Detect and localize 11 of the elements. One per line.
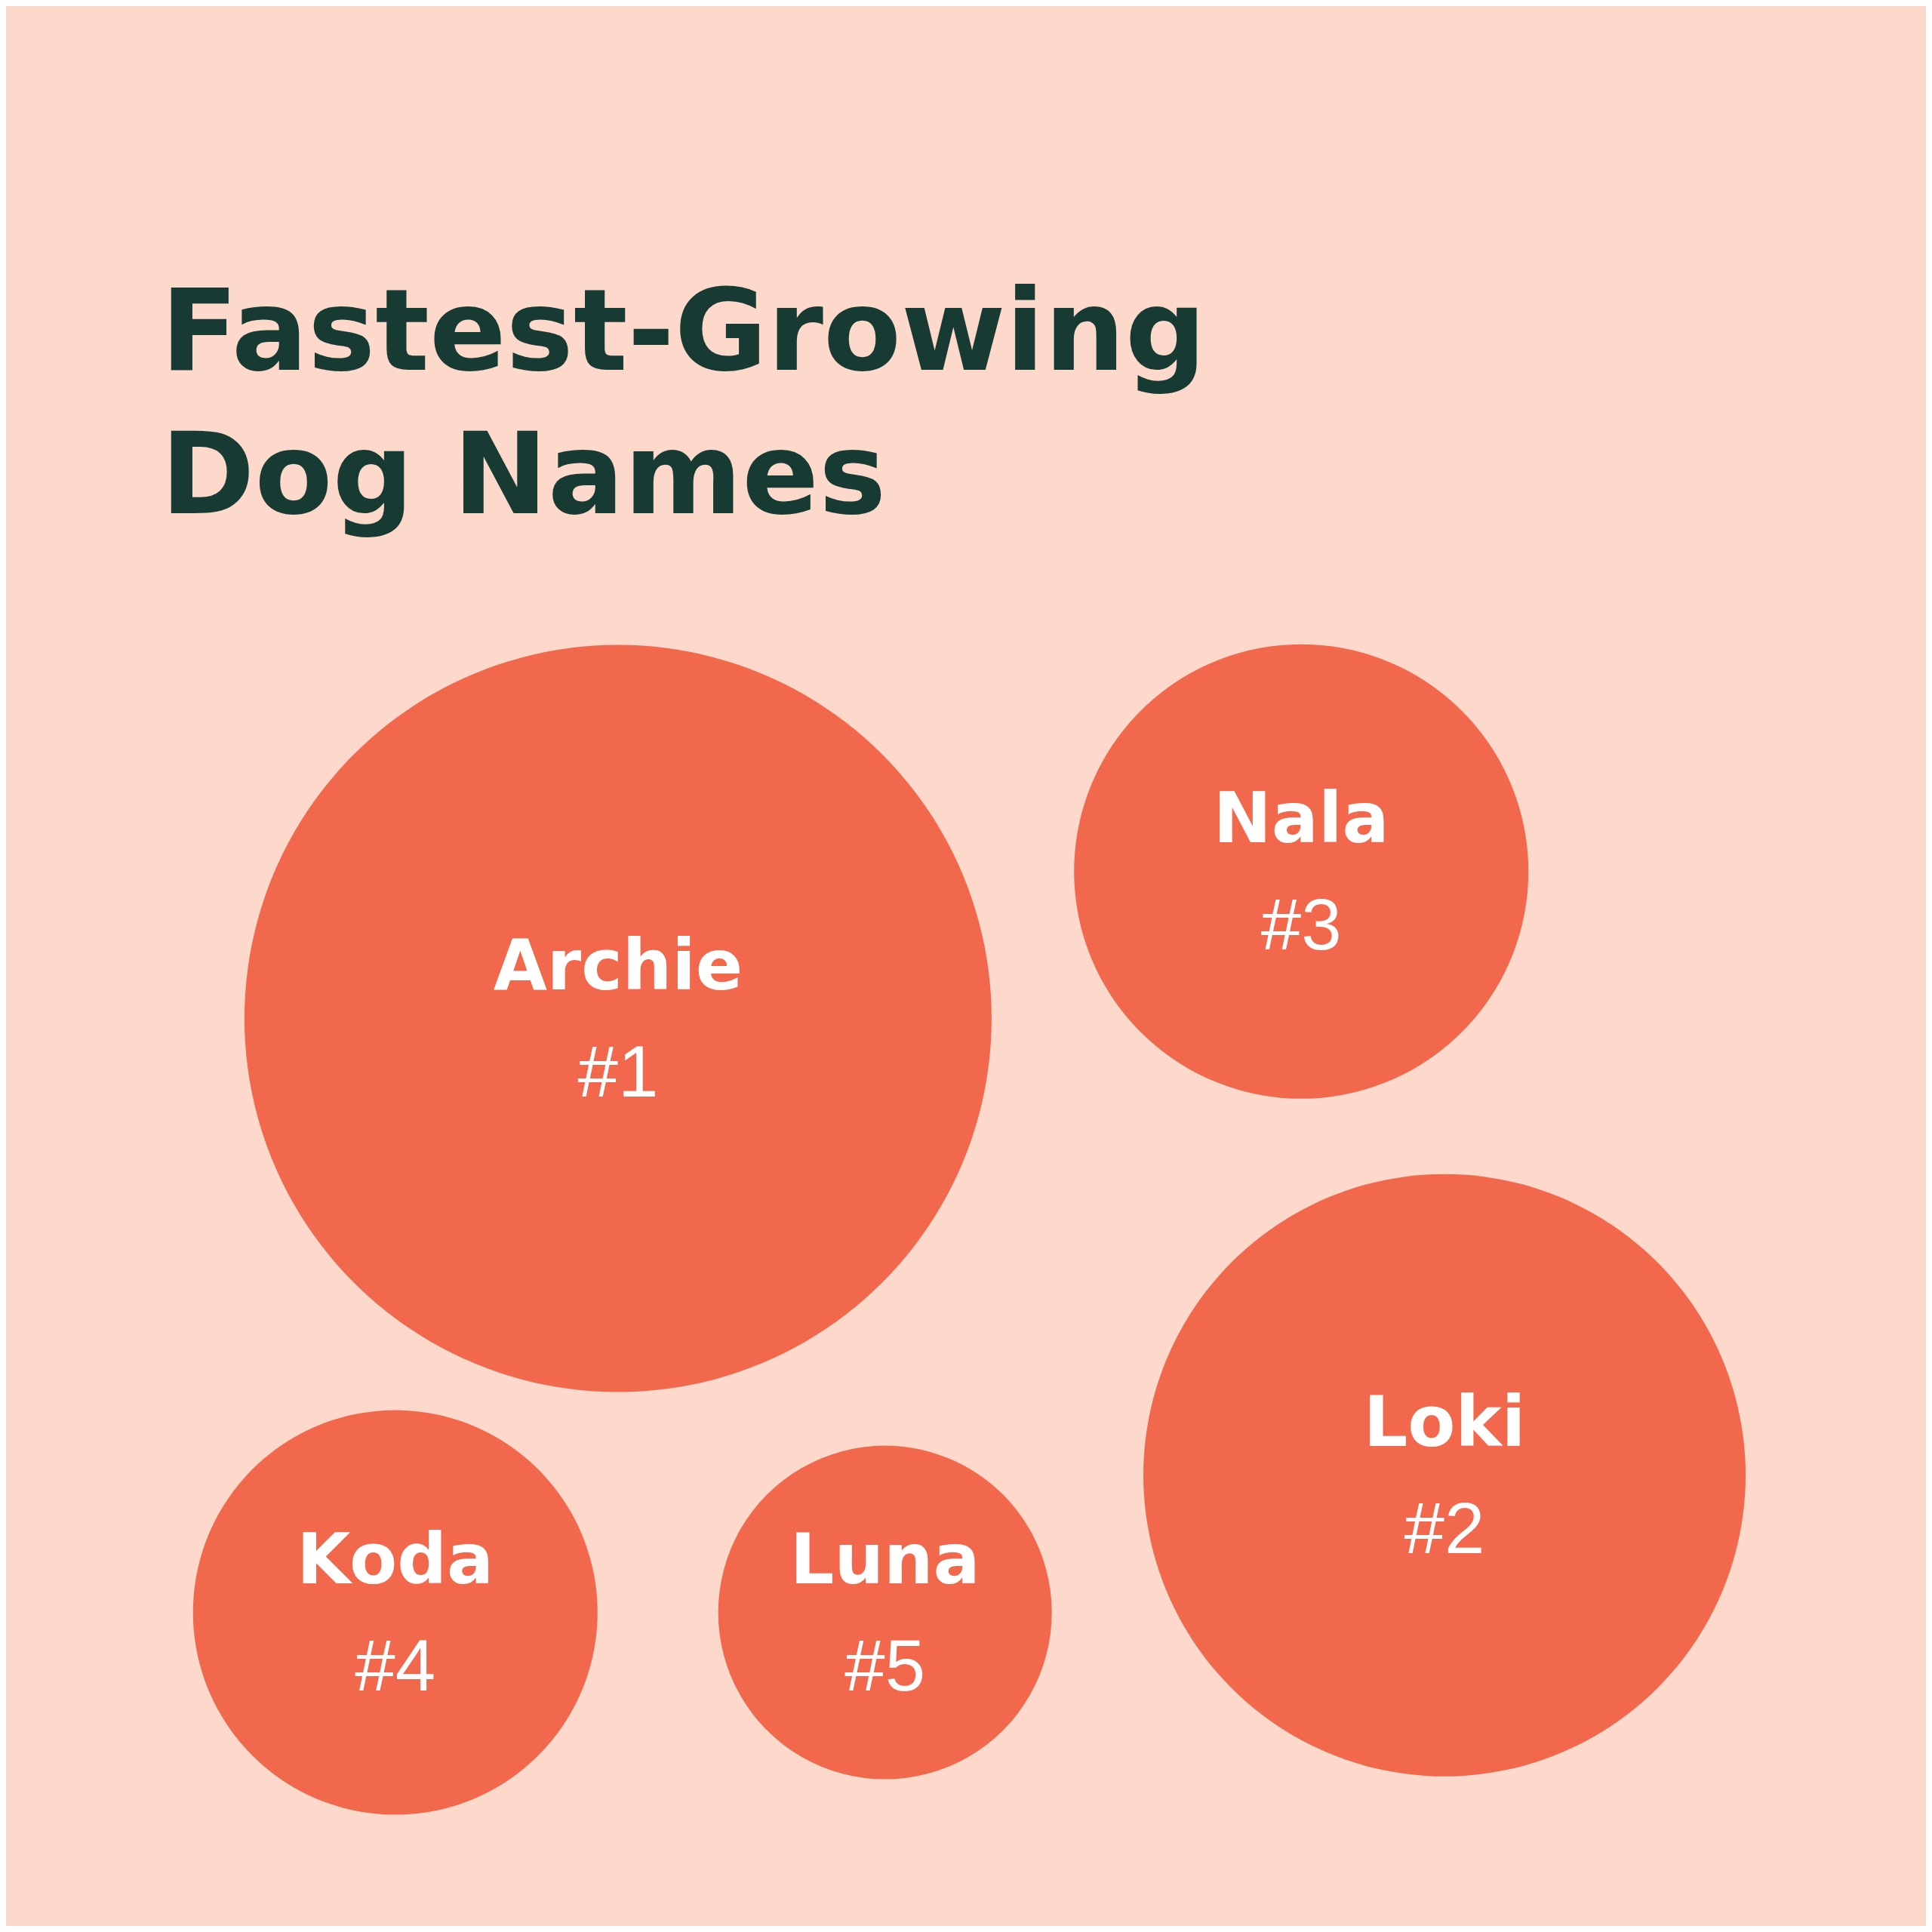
category-label: Archie <box>493 925 743 1007</box>
category-label: Nala <box>1213 778 1389 860</box>
category-label: Luna <box>789 1519 980 1601</box>
data-label: #4 <box>355 1625 436 1706</box>
data-label: #5 <box>844 1625 926 1706</box>
data-label: #3 <box>1260 884 1342 965</box>
category-label: Koda <box>297 1519 494 1601</box>
text: Fastest-Growing Dog Names <box>161 265 1207 540</box>
data-label: #1 <box>577 1031 659 1112</box>
data-label: #2 <box>1404 1487 1485 1569</box>
category-label: Loki <box>1363 1382 1526 1463</box>
